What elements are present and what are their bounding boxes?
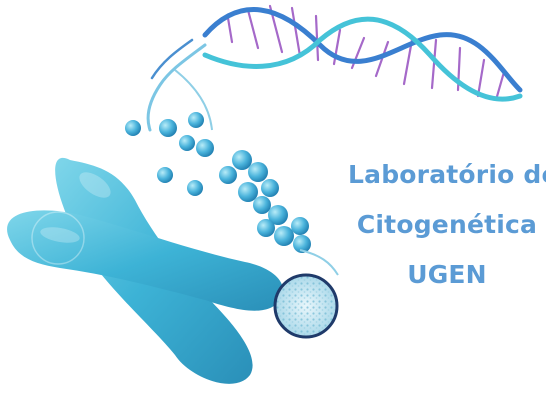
chromosome-icon bbox=[7, 157, 284, 384]
nucleosome-beads-icon bbox=[125, 69, 339, 276]
dna-double-helix-icon bbox=[146, 4, 523, 132]
chromatin-circle-icon bbox=[273, 273, 339, 339]
watermark-ring bbox=[31, 211, 85, 265]
lab-title: Laboratório de Citogenética UGEN bbox=[348, 150, 546, 300]
lab-title-line-1: Laboratório de bbox=[348, 160, 546, 189]
lab-title-line-3: UGEN bbox=[407, 260, 487, 289]
lab-title-line-2: Citogenética bbox=[356, 210, 538, 239]
